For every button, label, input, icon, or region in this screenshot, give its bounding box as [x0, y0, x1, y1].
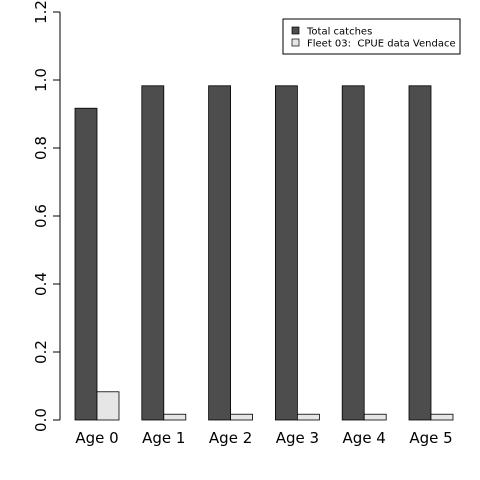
y-tick-label: 0.4 [32, 272, 50, 296]
bar-total-catches-3 [274, 85, 298, 421]
bar-fleet-03-4 [363, 413, 387, 421]
y-tick-label: 1.0 [32, 68, 50, 92]
y-tick-label: 0.0 [32, 408, 50, 432]
x-category-label: Age 4 [343, 429, 386, 447]
bar-fleet-03-5 [430, 413, 454, 421]
x-category-label: Age 1 [142, 429, 185, 447]
legend-entry: Total catches [306, 27, 372, 38]
legend-swatch [291, 38, 300, 47]
bar-total-catches-4 [341, 85, 365, 421]
y-tick-label: 0.8 [32, 136, 50, 160]
bar-fleet-03-0 [96, 391, 120, 421]
x-category-label: Age 3 [276, 429, 319, 447]
legend-box [282, 18, 461, 55]
x-category-label: Age 5 [409, 429, 452, 447]
legend-swatch [291, 26, 300, 35]
x-category-label: Age 2 [209, 429, 252, 447]
bar-total-catches-2 [208, 85, 232, 421]
x-axis-labels: Age 0 Age 1 Age 2 Age 3 Age 4 Age 5 [75, 429, 452, 447]
bar-fleet-03-3 [296, 413, 320, 421]
bar-fleet-03-1 [163, 413, 187, 421]
legend-entry: Fleet 03: CPUE data Vendace [307, 39, 456, 50]
bar-total-catches-5 [408, 85, 432, 421]
y-tick-label: 1.2 [32, 0, 50, 24]
bar-total-catches-0 [74, 107, 98, 421]
y-axis: 0.0 0.2 0.4 0.6 0.8 1.0 1.2 [32, 0, 61, 432]
x-category-label: Age 0 [75, 429, 118, 447]
bar-total-catches-1 [141, 85, 165, 421]
y-tick-label: 0.6 [32, 204, 50, 228]
bars [74, 85, 454, 421]
y-tick-label: 0.2 [32, 340, 50, 364]
bar-fleet-03-2 [230, 413, 254, 421]
